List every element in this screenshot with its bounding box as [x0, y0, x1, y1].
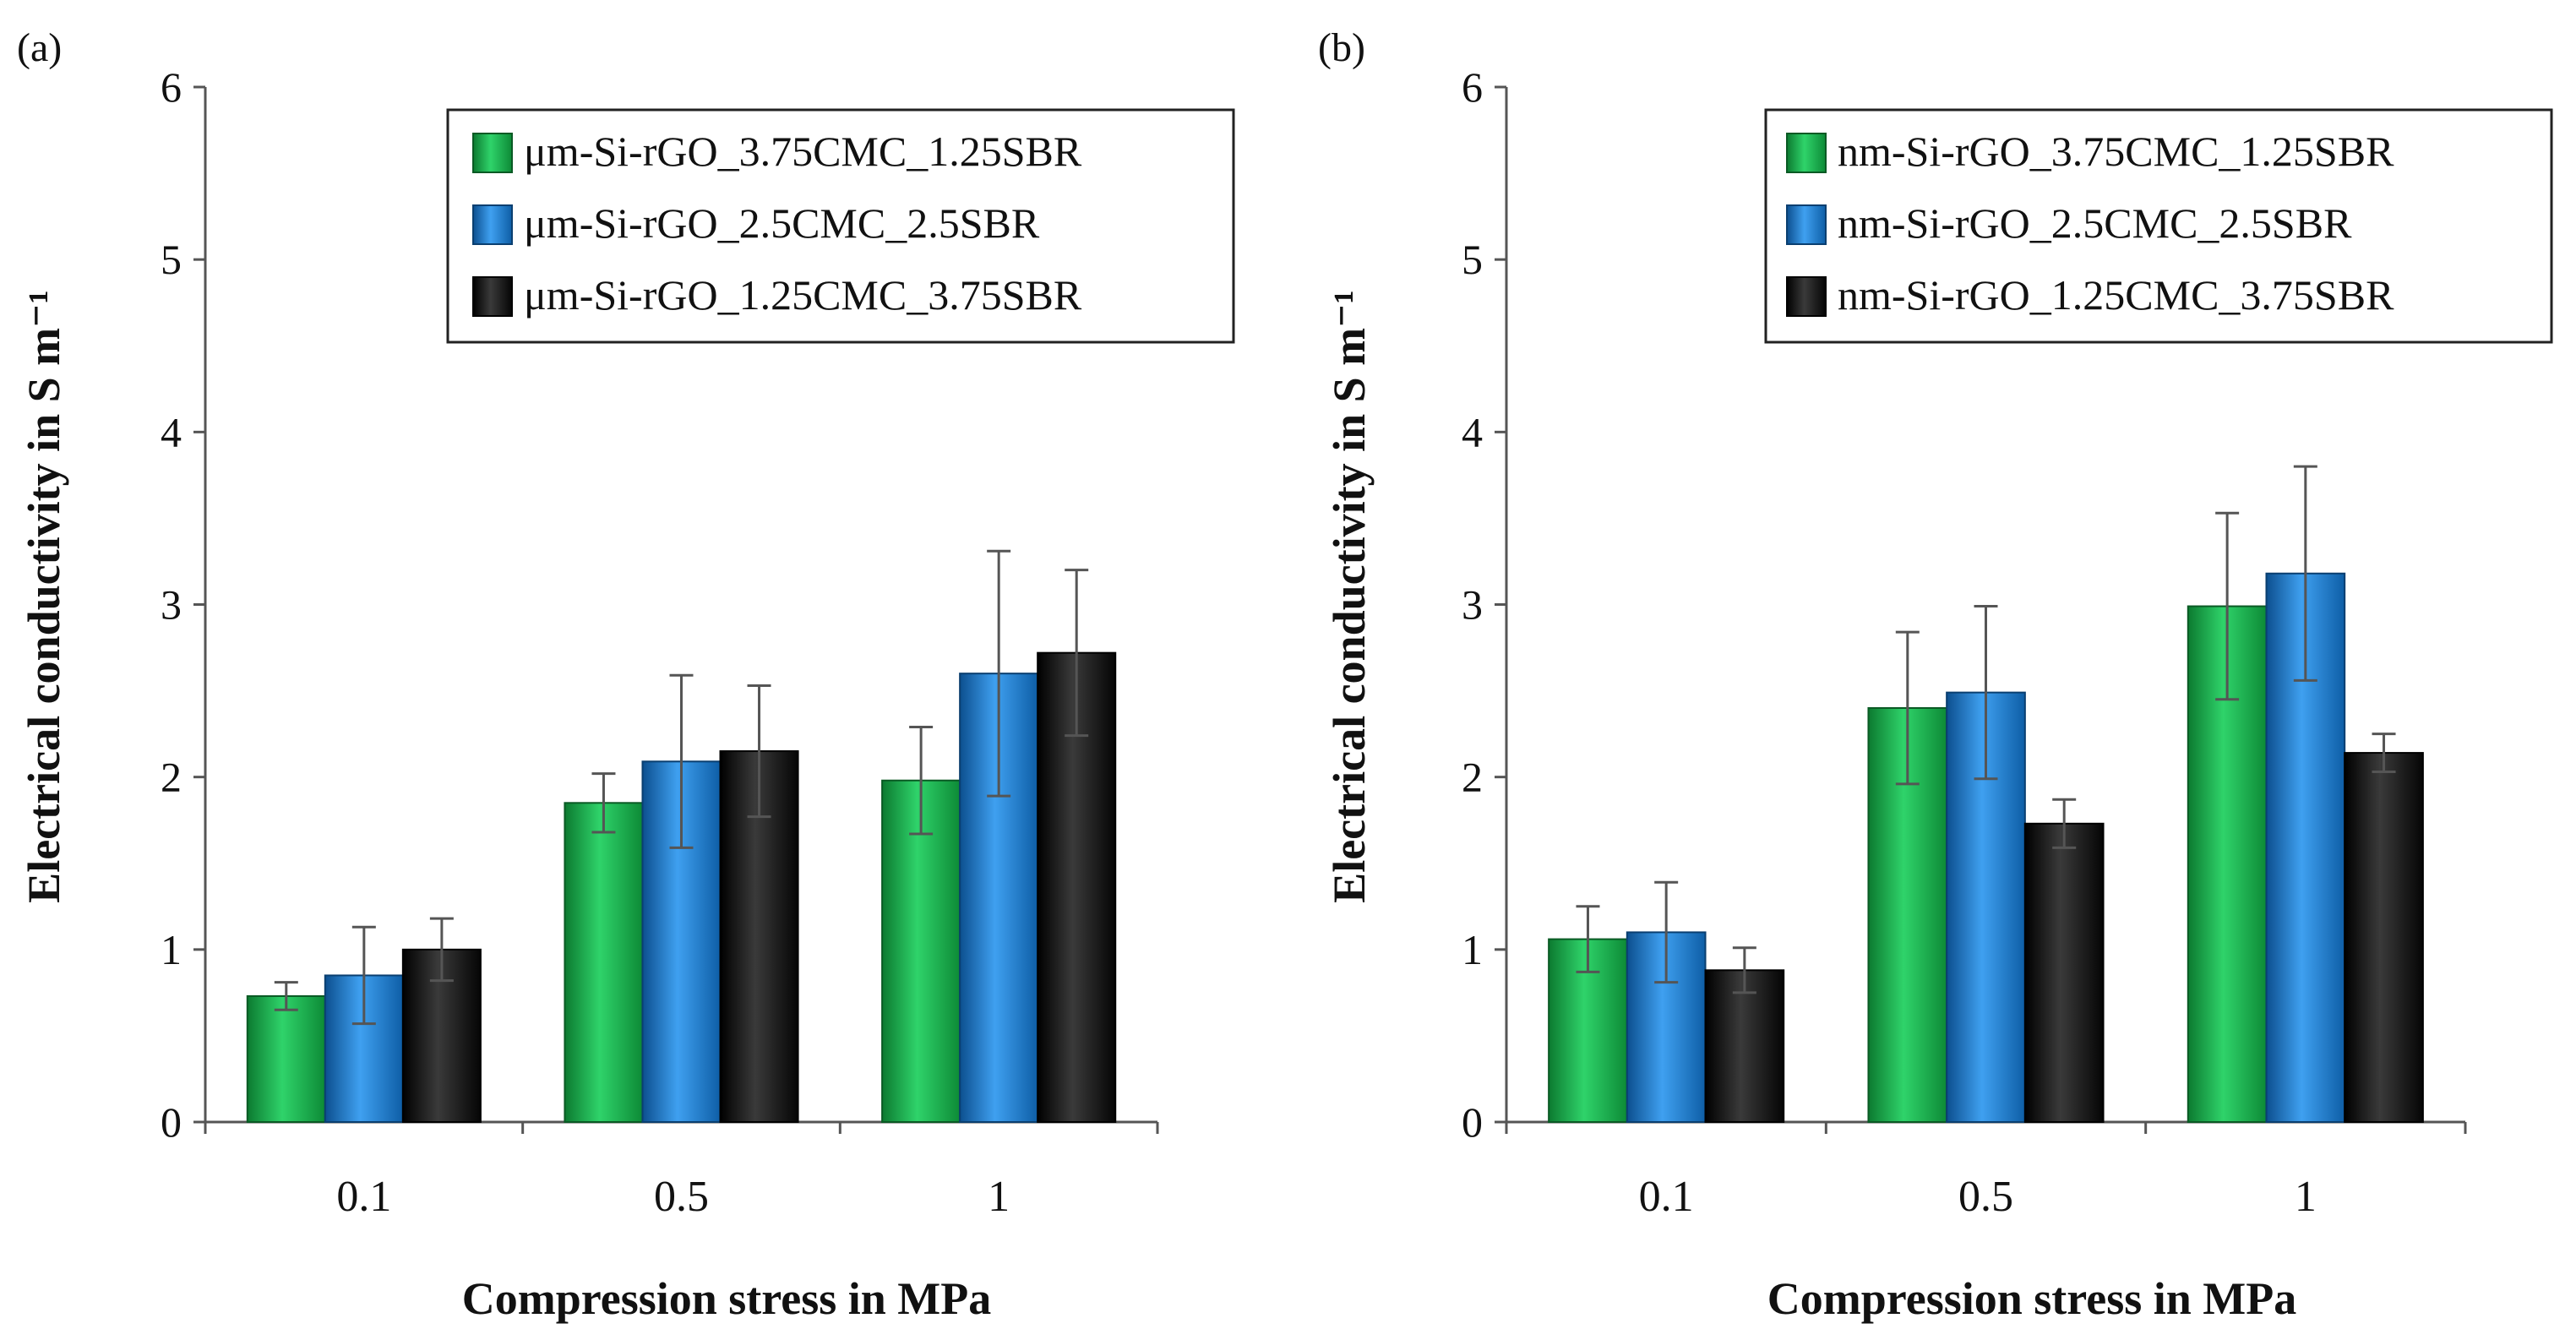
error-bar [1895, 630, 1920, 786]
plot-area: 0 1 2 3 4 5 6 0.1 0.5 1 [161, 63, 1159, 1221]
error-bar [747, 684, 771, 819]
chart-panel-a: (a) Electrical conductivity in S m⁻¹ Com… [17, 25, 1235, 1324]
x-axis-title: Compression stress in MPa [462, 1273, 992, 1324]
bar-μm-Si-rGO_3.75CMC_1.25SBR-1 [881, 779, 961, 1123]
y-axis-title: Electrical conductivity in S m⁻¹ [1324, 290, 1375, 903]
error-bar [1732, 946, 1756, 994]
y-tick-label: 4 [161, 408, 182, 455]
legend-swatch-0 [472, 133, 513, 173]
error-bar [2215, 511, 2240, 701]
legend-label-1: μm-Si-rGO_2.5CMC_2.5SBR [524, 199, 1040, 247]
error-bar [987, 549, 1011, 798]
bar-nm-Si-rGO_1.25CMC_3.75SBR-1 [2344, 752, 2424, 1123]
bar-nm-Si-rGO_1.25CMC_3.75SBR-0.1 [1704, 969, 1785, 1124]
plot-area: 0 1 2 3 4 5 6 0.1 0.5 1 [1462, 63, 2467, 1221]
error-bar [669, 673, 694, 849]
y-axis-title: Electrical conductivity in S m⁻¹ [19, 290, 69, 903]
bar-μm-Si-rGO_2.5CMC_2.5SBR-0.5 [641, 760, 722, 1124]
error-bar [2052, 798, 2077, 849]
error-bar [2293, 465, 2317, 682]
legend-label-0: nm-Si-rGO_3.75CMC_1.25SBR [1838, 128, 2394, 175]
error-bar [591, 772, 616, 834]
y-tick-label: 0 [1462, 1098, 1483, 1146]
x-tick-label: 1 [2295, 1173, 2317, 1221]
y-tick-label: 3 [161, 581, 182, 629]
error-bar [1065, 569, 1089, 738]
y-tick-label: 1 [1462, 926, 1483, 973]
x-tick-label: 0.5 [1958, 1173, 2013, 1221]
error-bar [909, 725, 934, 836]
error-bar [1974, 605, 1998, 781]
panel-label: (a) [17, 25, 62, 70]
error-bar [1654, 880, 1679, 984]
y-tick-label: 0 [161, 1098, 182, 1146]
legend-label-0: μm-Si-rGO_3.75CMC_1.25SBR [524, 128, 1082, 175]
y-tick-label: 3 [1462, 581, 1483, 629]
legend-swatch-2 [472, 276, 513, 317]
legend-label-2: μm-Si-rGO_1.25CMC_3.75SBR [524, 271, 1082, 319]
bar-nm-Si-rGO_1.25CMC_3.75SBR-0.5 [2023, 822, 2105, 1124]
panel-label: (b) [1318, 25, 1365, 70]
x-tick-label: 0.1 [1639, 1173, 1694, 1221]
legend-swatch-1 [1786, 204, 1827, 245]
legend-label-2: nm-Si-rGO_1.25CMC_3.75SBR [1838, 271, 2394, 319]
y-tick-label: 6 [1462, 63, 1483, 111]
y-tick-label: 2 [1462, 754, 1483, 801]
chart-panel-b: (b) Electrical conductivity in S m⁻¹ Com… [1318, 25, 2553, 1324]
legend-swatch-0 [1786, 133, 1827, 173]
error-bar [2372, 733, 2396, 774]
error-bar [274, 981, 298, 1011]
legend-label-1: nm-Si-rGO_2.5CMC_2.5SBR [1838, 199, 2352, 247]
legend-box [1764, 108, 2553, 344]
legend: nm-Si-rGO_3.75CMC_1.25SBR nm-Si-rGO_2.5C… [1764, 108, 2553, 344]
x-tick-label: 0.5 [654, 1173, 709, 1221]
bar-μm-Si-rGO_3.75CMC_1.25SBR-0.1 [246, 994, 326, 1124]
x-tick-label: 0.1 [336, 1173, 391, 1221]
y-tick-label: 6 [161, 63, 182, 111]
error-bar [1576, 905, 1600, 973]
error-bar [351, 925, 376, 1026]
y-tick-label: 5 [161, 236, 182, 283]
legend-swatch-2 [1786, 276, 1827, 317]
error-bar [429, 917, 454, 983]
legend-swatch-1 [472, 204, 513, 245]
bar-μm-Si-rGO_3.75CMC_1.25SBR-0.5 [564, 802, 644, 1124]
x-tick-label: 1 [988, 1173, 1010, 1221]
y-tick-label: 1 [161, 926, 182, 973]
x-axis-title: Compression stress in MPa [1767, 1273, 2297, 1324]
legend: μm-Si-rGO_3.75CMC_1.25SBR μm-Si-rGO_2.5C… [446, 108, 1235, 344]
y-tick-label: 4 [1462, 408, 1483, 455]
legend-box [446, 108, 1235, 344]
y-tick-label: 2 [161, 754, 182, 801]
y-tick-label: 5 [1462, 236, 1483, 283]
